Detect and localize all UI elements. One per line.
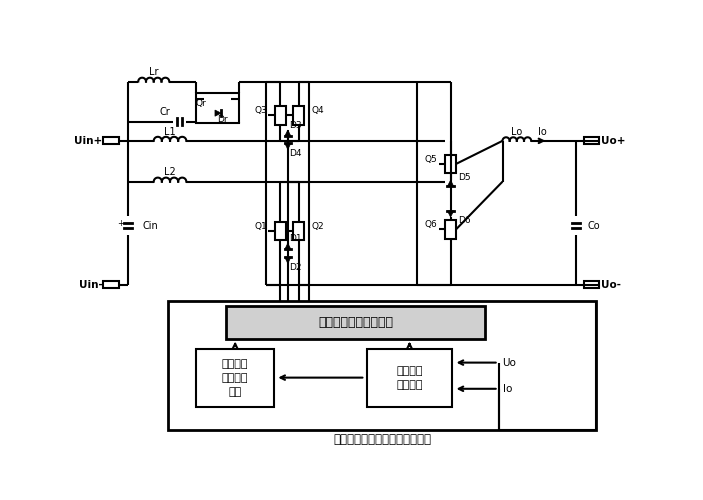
Bar (445, 154, 456, 173)
Text: 系统变量
采样模块: 系统变量 采样模块 (396, 366, 423, 390)
Text: D1: D1 (290, 234, 302, 243)
Bar (226, 306, 486, 338)
Bar (168, 301, 596, 430)
Text: 交错同步开关逻辑控制: 交错同步开关逻辑控制 (318, 316, 393, 329)
Text: D5: D5 (458, 172, 471, 182)
Polygon shape (448, 211, 453, 217)
Bar (275, 222, 285, 240)
Polygon shape (285, 257, 291, 264)
Text: Dr: Dr (217, 115, 227, 124)
Bar (103, 138, 119, 144)
Text: L1: L1 (165, 126, 176, 136)
Text: Uo: Uo (503, 358, 517, 368)
Bar (293, 222, 304, 240)
Text: Q5: Q5 (425, 155, 437, 164)
Text: Io: Io (538, 126, 546, 136)
Text: Uo+: Uo+ (601, 136, 626, 146)
Bar (196, 93, 239, 123)
Text: Cr: Cr (160, 108, 171, 118)
Bar (584, 138, 600, 144)
Text: Uin-: Uin- (79, 280, 103, 290)
Polygon shape (215, 110, 221, 116)
Text: 电动汽车充电桩电路控制子系统: 电动汽车充电桩电路控制子系统 (333, 433, 431, 446)
Text: D4: D4 (290, 150, 302, 158)
Text: Qr: Qr (195, 98, 207, 108)
Text: Q4: Q4 (312, 106, 325, 116)
Text: D6: D6 (458, 216, 471, 224)
Bar (103, 282, 119, 288)
Polygon shape (285, 244, 291, 250)
Polygon shape (448, 180, 453, 186)
Bar (293, 106, 304, 124)
Bar (584, 282, 600, 288)
Text: Q3: Q3 (254, 106, 267, 116)
Bar (196, 349, 274, 406)
Text: Cin: Cin (142, 220, 158, 230)
Text: Io: Io (503, 384, 512, 394)
Bar (445, 220, 456, 238)
Text: Uin+: Uin+ (75, 136, 103, 146)
Bar (275, 106, 285, 124)
Polygon shape (285, 143, 291, 150)
Text: D2: D2 (290, 264, 302, 272)
Text: Co: Co (588, 220, 600, 230)
Text: L2: L2 (164, 168, 176, 177)
Bar (367, 349, 452, 406)
Text: +: + (117, 218, 124, 228)
Text: Q6: Q6 (425, 220, 437, 230)
Polygon shape (285, 130, 291, 136)
Text: Q2: Q2 (312, 222, 325, 231)
Text: Lo: Lo (511, 126, 522, 136)
Text: Lr: Lr (149, 68, 158, 78)
Text: 慢标分岔
谐振控制
模块: 慢标分岔 谐振控制 模块 (222, 358, 248, 397)
Text: Uo-: Uo- (601, 280, 621, 290)
Text: D3: D3 (290, 121, 302, 130)
Text: Q1: Q1 (254, 222, 267, 231)
